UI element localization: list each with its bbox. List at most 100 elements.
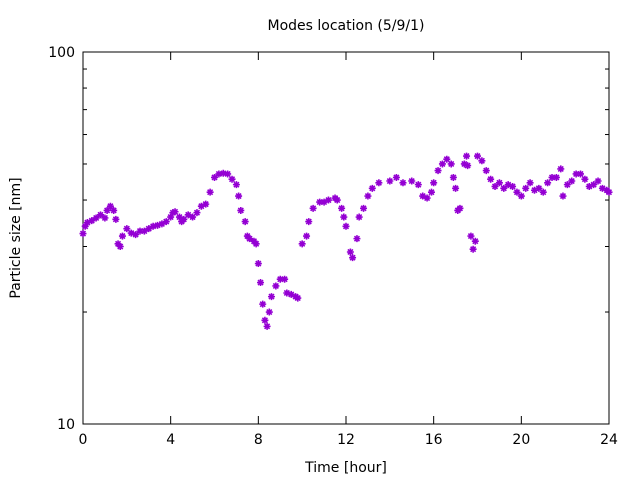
- data-point: [92, 214, 100, 222]
- data-point: [215, 170, 223, 178]
- data-point: [281, 275, 289, 283]
- data-point: [103, 206, 111, 214]
- data-point: [118, 232, 126, 240]
- data-point: [158, 220, 166, 228]
- data-point: [423, 194, 431, 202]
- plot-border: [82, 51, 610, 425]
- data-point: [123, 225, 131, 233]
- data-points: [79, 152, 613, 330]
- data-point: [491, 182, 499, 190]
- data-point: [605, 188, 613, 196]
- data-point: [169, 209, 177, 217]
- data-point: [184, 211, 192, 219]
- data-point: [101, 214, 109, 222]
- data-point: [544, 179, 552, 187]
- data-point: [563, 181, 571, 189]
- y-tick-label: 10: [57, 417, 75, 433]
- data-point: [228, 175, 236, 183]
- data-point: [577, 170, 585, 178]
- data-point: [375, 179, 383, 187]
- data-point: [568, 177, 576, 185]
- y-tick-label: 100: [48, 45, 75, 61]
- data-point: [287, 290, 295, 298]
- data-point: [463, 152, 471, 160]
- data-point: [408, 177, 416, 185]
- data-point: [154, 221, 162, 229]
- data-point: [106, 202, 114, 210]
- data-point: [598, 184, 606, 192]
- data-point: [353, 235, 361, 243]
- data-point: [276, 275, 284, 283]
- data-point: [81, 222, 89, 230]
- x-tick-label: 12: [337, 432, 355, 448]
- data-point: [539, 188, 547, 196]
- data-point: [193, 209, 201, 217]
- x-tick-label: 4: [166, 432, 175, 448]
- data-point: [79, 230, 87, 238]
- data-point: [189, 213, 197, 221]
- data-point: [522, 184, 530, 192]
- data-point: [132, 231, 140, 239]
- data-point: [333, 196, 341, 204]
- data-point: [427, 188, 435, 196]
- data-point: [303, 232, 311, 240]
- data-point: [443, 155, 451, 163]
- data-point: [202, 200, 210, 208]
- x-tick-label: 16: [425, 432, 443, 448]
- data-point: [482, 167, 490, 175]
- data-point: [438, 160, 446, 168]
- data-point: [581, 175, 589, 183]
- data-point: [594, 177, 602, 185]
- data-point: [254, 260, 262, 268]
- data-point: [449, 173, 457, 181]
- data-point: [127, 229, 135, 237]
- data-point: [316, 198, 324, 206]
- data-point: [267, 293, 275, 301]
- data-point: [136, 227, 144, 235]
- x-axis-label: Time [hour]: [304, 460, 387, 476]
- data-point: [557, 165, 565, 173]
- data-point: [246, 235, 254, 243]
- data-point: [261, 316, 269, 324]
- data-point: [171, 208, 179, 216]
- data-point: [272, 282, 280, 290]
- data-point: [585, 182, 593, 190]
- data-point: [530, 186, 538, 194]
- data-point: [517, 192, 525, 200]
- x-tick-label: 0: [79, 432, 88, 448]
- data-point: [346, 248, 354, 256]
- data-point: [283, 289, 291, 297]
- data-point: [197, 202, 205, 210]
- x-tick-label: 20: [512, 432, 530, 448]
- data-point: [360, 204, 368, 212]
- data-point: [112, 215, 120, 223]
- data-point: [535, 184, 543, 192]
- x-tick-label: 24: [600, 432, 618, 448]
- data-point: [414, 181, 422, 189]
- data-point: [471, 237, 479, 245]
- data-point: [447, 160, 455, 168]
- data-point: [211, 173, 218, 181]
- axes: 0 4 8 12 16 20 24 10 100: [48, 45, 618, 448]
- data-point: [509, 182, 517, 190]
- data-point: [467, 232, 475, 240]
- data-point: [145, 225, 153, 233]
- data-point: [504, 181, 512, 189]
- data-point: [386, 177, 394, 185]
- data-point: [474, 152, 481, 160]
- data-point: [342, 222, 350, 230]
- data-point: [478, 157, 486, 165]
- data-point: [434, 167, 442, 175]
- data-point: [452, 184, 460, 192]
- data-point: [140, 227, 148, 235]
- data-point: [298, 240, 306, 248]
- data-point: [241, 218, 249, 226]
- data-point: [469, 245, 477, 253]
- data-point: [464, 162, 472, 170]
- data-point: [116, 243, 124, 251]
- data-point: [257, 279, 265, 287]
- data-point: [460, 160, 468, 168]
- data-point: [559, 192, 567, 200]
- data-point: [97, 211, 105, 219]
